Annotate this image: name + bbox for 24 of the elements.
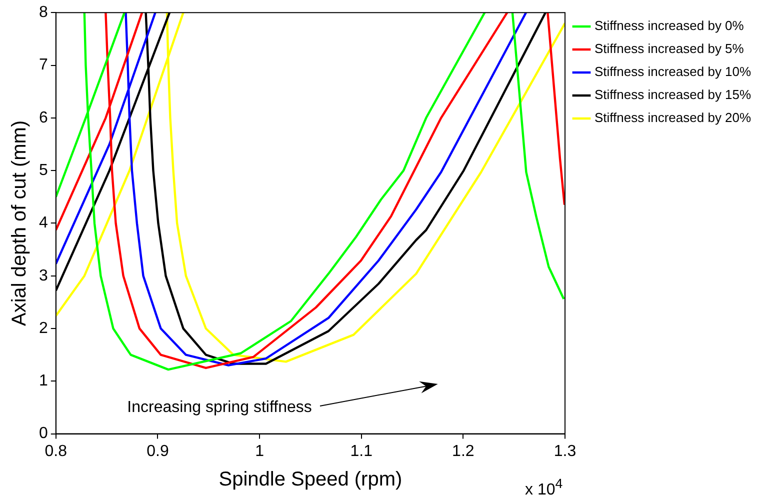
y-axis-title: Axial depth of cut (mm)	[8, 120, 31, 326]
y-tick-label: 3	[38, 267, 48, 284]
legend-label: Stiffness increased by 15%	[594, 87, 752, 102]
x-axis-title: Spindle Speed (rpm)	[218, 468, 402, 491]
legend-label: Stiffness increased by 10%	[594, 64, 752, 80]
y-tick-label: 6	[38, 109, 48, 126]
x-tick-label: 1.1	[350, 442, 373, 460]
y-tick-label: 2	[38, 320, 48, 337]
y-tick-label: 8	[38, 4, 48, 22]
x-tick-label: 1.3	[554, 442, 576, 460]
annotation: Increasing spring stiffness	[127, 399, 312, 416]
legend-label: Stiffness increased by 5%	[594, 41, 744, 56]
text: x 10$^{4}$	[525, 476, 563, 500]
y-tick-label: 7	[38, 56, 48, 74]
y-tick-label: 0	[38, 425, 48, 442]
x-tick-label: 0.8	[44, 442, 68, 460]
legend-label: Stiffness increased by 20%	[594, 110, 752, 126]
y-tick-label: 4	[38, 214, 48, 232]
x-tick-label: 0.9	[146, 442, 169, 460]
y-tick-label: 5	[38, 162, 48, 179]
x-tick-label: 1.2	[452, 442, 474, 460]
legend-label: Stiffness increased by 0%	[594, 18, 744, 34]
x-tick-label: 1	[255, 442, 264, 460]
y-tick-label: 1	[38, 372, 48, 390]
